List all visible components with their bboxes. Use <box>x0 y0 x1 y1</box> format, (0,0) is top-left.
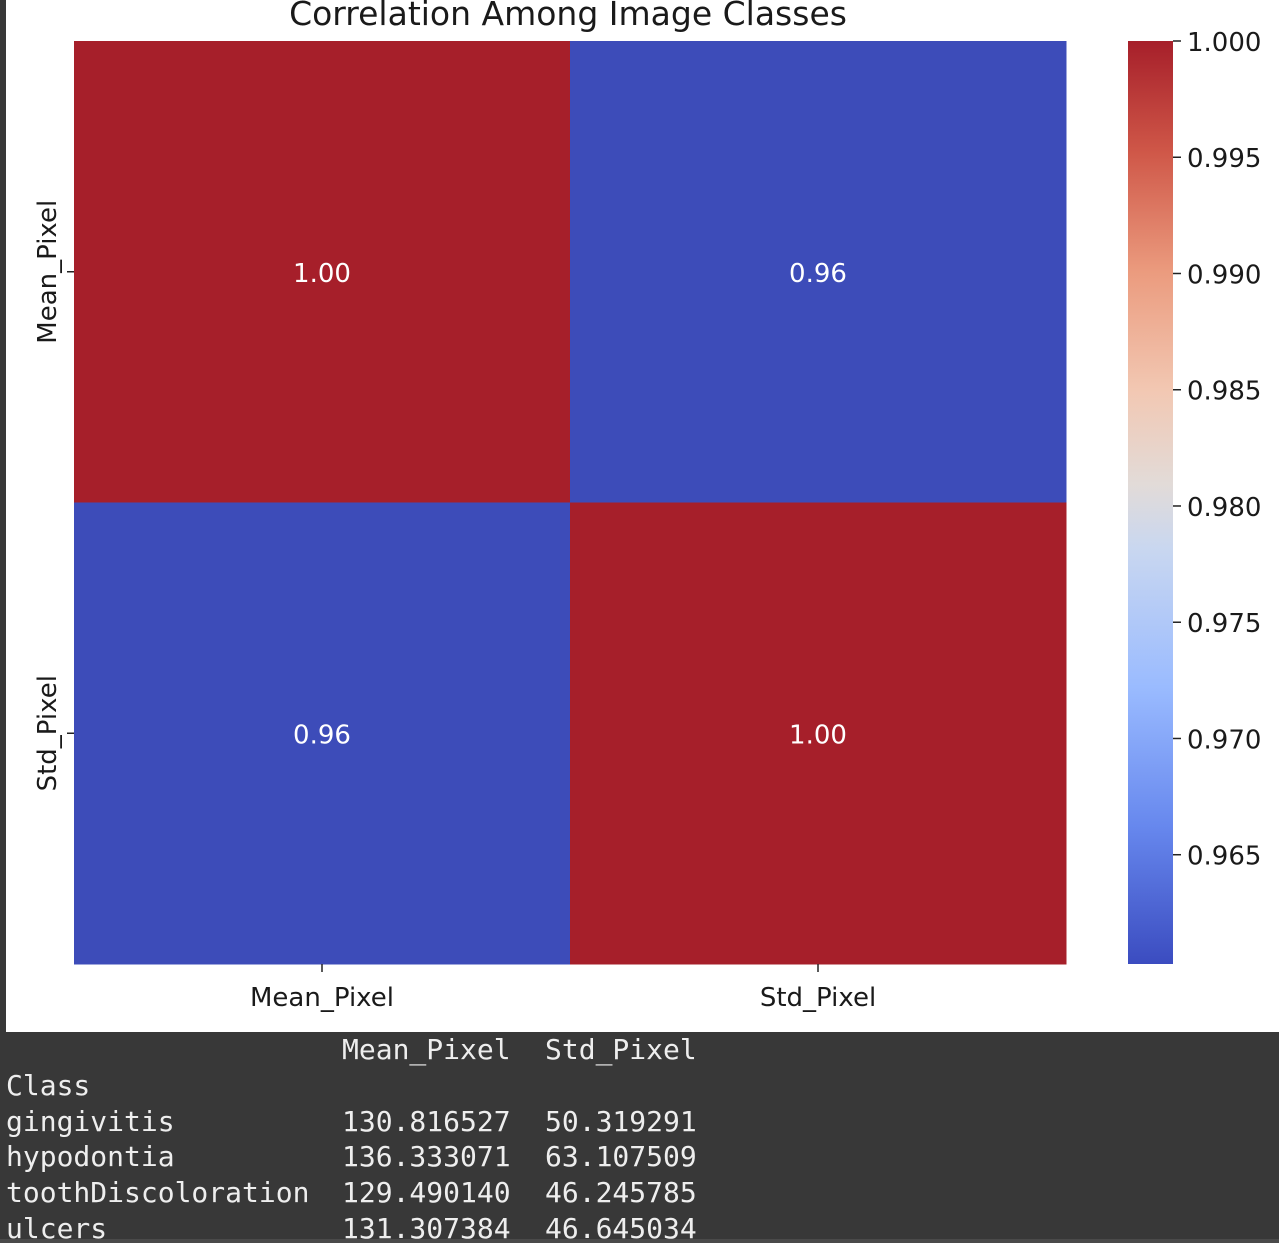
cell-label-0-1: 0.96 <box>789 259 847 289</box>
colorbar-tick-label-7: 0.965 <box>1187 842 1261 872</box>
heatmap-cell-0-0 <box>74 41 571 503</box>
output-data-row-cell-2: 46.245785 <box>545 1176 697 1210</box>
heatmap-cell-0-1 <box>570 41 1067 503</box>
output-index-name: Class <box>6 1068 91 1102</box>
colorbar <box>1128 41 1173 964</box>
output-scrollbar[interactable] <box>0 1239 1279 1243</box>
output-index-row: Class <box>6 1068 745 1104</box>
heatmap-cell-1-1 <box>570 502 1067 965</box>
y-tick-label-1: Std_Pixel <box>33 675 63 791</box>
chart-title: Correlation Among Image Classes <box>289 0 847 33</box>
output-header-row-cell-2: Std_Pixel <box>545 1033 697 1066</box>
x-tick-label-1: Std_Pixel <box>760 983 876 1013</box>
output-data-row-cell-1: 130.816527 <box>342 1104 511 1138</box>
heatmap-cell-1-0 <box>74 502 571 965</box>
output-data-row-cell-2: 63.107509 <box>545 1140 697 1174</box>
output-data-row-cell-1: 131.307384 <box>342 1211 511 1243</box>
colorbar-tick-label-2: 0.990 <box>1187 260 1261 290</box>
cell-label-1-0: 0.96 <box>293 720 351 750</box>
output-header-row: Mean_Pixel Std_Pixel <box>6 1032 745 1068</box>
output-data-row-cell-2: 50.319291 <box>545 1104 697 1138</box>
x-tick-label-0: Mean_Pixel <box>250 983 394 1013</box>
colorbar-tick-label-5: 0.975 <box>1187 609 1261 639</box>
output-data-row-cell-2: 46.645034 <box>545 1211 697 1243</box>
dataframe-output: Mean_Pixel Std_Pixel Class gingivitis 130.81… <box>6 1032 745 1243</box>
colorbar-tick-label-6: 0.970 <box>1187 725 1261 755</box>
heatmap-figure: Correlation Among Image Classes 1.00 0.96… <box>6 0 1279 1032</box>
output-header-row-cell-0 <box>6 1032 342 1068</box>
colorbar-tick-label-3: 0.985 <box>1187 377 1261 407</box>
console-output: Mean_Pixel Std_Pixel Class gingivitis 130.81… <box>0 1032 1279 1243</box>
output-data-row-cell-1: 129.490140 <box>342 1176 511 1210</box>
output-data-row-cell-1: 136.333071 <box>342 1140 511 1174</box>
cell-label-0-0: 1.00 <box>293 259 351 289</box>
output-data-row-cell-0: gingivitis <box>6 1104 175 1138</box>
output-data-row: gingivitis 130.816527 50.319291 <box>6 1104 745 1140</box>
output-data-row-cell-0: hypodontia <box>6 1140 175 1174</box>
output-header-row-cell-1: Mean_Pixel <box>342 1033 511 1066</box>
output-data-row: toothDiscoloration 129.490140 46.245785 <box>6 1175 745 1211</box>
output-data-row: hypodontia 136.333071 63.107509 <box>6 1139 745 1175</box>
correlation-heatmap: Correlation Among Image Classes 1.00 0.96… <box>33 0 1261 1013</box>
output-data-row: ulcers 131.307384 46.645034 <box>6 1211 745 1243</box>
colorbar-tick-label-4: 0.980 <box>1187 493 1261 523</box>
output-data-row-cell-0: toothDiscoloration <box>6 1176 310 1210</box>
cell-label-1-1: 1.00 <box>789 720 847 750</box>
colorbar-tick-label-0: 1.000 <box>1187 28 1261 58</box>
colorbar-tick-label-1: 0.995 <box>1187 144 1261 174</box>
output-data-row-cell-0: ulcers <box>6 1211 108 1243</box>
y-tick-label-0: Mean_Pixel <box>33 200 63 344</box>
